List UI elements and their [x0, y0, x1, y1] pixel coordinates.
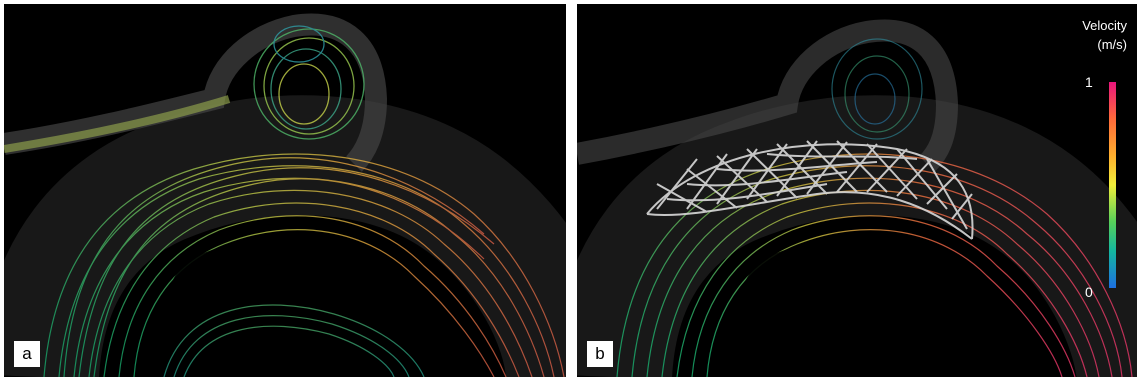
- panel-label-a: a: [14, 341, 40, 367]
- aneurysm-streamlines: [831, 38, 923, 140]
- stent-mesh: [646, 140, 974, 240]
- legend-title-line2: (m/s): [1097, 37, 1127, 52]
- panel-a-streamlines: [4, 13, 566, 377]
- lower-loop-streamlines: [163, 304, 425, 377]
- legend-min-label: 0: [1085, 284, 1093, 300]
- legend-max-label: 1: [1085, 74, 1093, 90]
- panel-b-streamline-image: b Velocity (m/s) 1 0: [577, 4, 1137, 377]
- panel-a-streamline-image: a: [4, 4, 566, 377]
- panel-label-b: b: [587, 341, 613, 367]
- velocity-color-scale: [1109, 82, 1116, 288]
- legend-title-line1: Velocity: [1082, 18, 1127, 33]
- vessel-streamlines: [43, 153, 565, 377]
- velocity-legend-title: Velocity (m/s): [1082, 16, 1127, 54]
- vessel-streamlines: [616, 153, 1133, 377]
- aneurysm-streamlines: [253, 25, 365, 140]
- panel-b-streamlines: [577, 19, 1137, 377]
